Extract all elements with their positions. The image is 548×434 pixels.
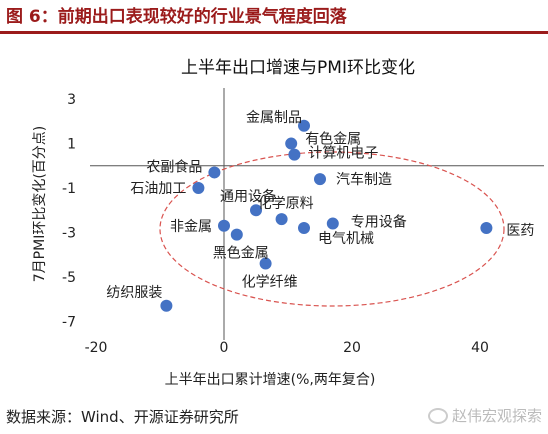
data-point — [160, 299, 173, 312]
watermark: 赵伟宏观探索 — [427, 405, 542, 426]
y-tick-label: -5 — [62, 270, 76, 286]
y-tick-label: -7 — [62, 314, 76, 330]
watermark-text: 赵伟宏观探索 — [451, 407, 542, 425]
data-point — [288, 148, 301, 161]
y-axis-title: 7月PMI环比变化(百分点) — [32, 126, 48, 282]
x-tick-label: 40 — [471, 340, 489, 356]
point-label: 石油加工 — [130, 181, 186, 197]
data-point — [326, 217, 339, 230]
point-label: 专用设备 — [351, 214, 407, 231]
x-tick-label: 0 — [220, 340, 229, 356]
point-label: 黑色金属 — [213, 245, 269, 262]
highlight-ellipse — [159, 151, 505, 307]
point-label: 农副食品 — [146, 158, 202, 175]
data-point — [298, 119, 310, 132]
y-tick-label: 1 — [67, 137, 76, 153]
point-label: 电气机械 — [318, 231, 374, 247]
data-point — [298, 222, 310, 234]
data-point — [314, 173, 326, 186]
y-tick-label: -1 — [62, 181, 76, 197]
data-point — [208, 166, 221, 179]
figure-title: 图 6：前期出口表现较好的行业景气程度回落 — [6, 7, 347, 27]
data-point — [285, 137, 298, 150]
chart-title: 上半年出口增速与PMI环比变化 — [181, 58, 415, 78]
data-point — [230, 228, 243, 241]
data-point — [480, 222, 493, 234]
point-label: 医药 — [506, 223, 534, 239]
data-point — [259, 257, 272, 270]
point-label: 化学原料 — [258, 196, 314, 212]
x-tick-label: 20 — [343, 340, 361, 356]
point-label: 纺织服装 — [106, 285, 162, 301]
x-tick-label: -20 — [85, 340, 108, 356]
point-label: 化学纤维 — [242, 275, 298, 291]
wechat-icon — [427, 407, 448, 424]
data-point — [250, 204, 262, 217]
title-rule — [0, 31, 548, 34]
point-label: 金属制品 — [246, 110, 302, 126]
point-label: 汽车制造 — [336, 171, 392, 188]
point-label: 非金属 — [170, 219, 212, 235]
data-point — [192, 182, 205, 194]
point-label: 通用设备 — [220, 188, 276, 205]
x-axis-title: 上半年出口累计增速(%,两年复合) — [165, 371, 376, 388]
y-tick-label: 3 — [67, 92, 76, 108]
data-point — [275, 213, 288, 226]
y-tick-label: -3 — [62, 225, 76, 241]
point-label: 有色金属 — [305, 131, 361, 148]
chart-points — [160, 119, 493, 312]
data-point — [218, 219, 230, 232]
chart-axes: -20 0 20 40 3 1 -1 -3 -5 -7 — [62, 88, 544, 356]
source-note: 数据来源：Wind、开源证券研究所 — [6, 408, 239, 426]
point-label: 计算机电子 — [308, 146, 378, 162]
